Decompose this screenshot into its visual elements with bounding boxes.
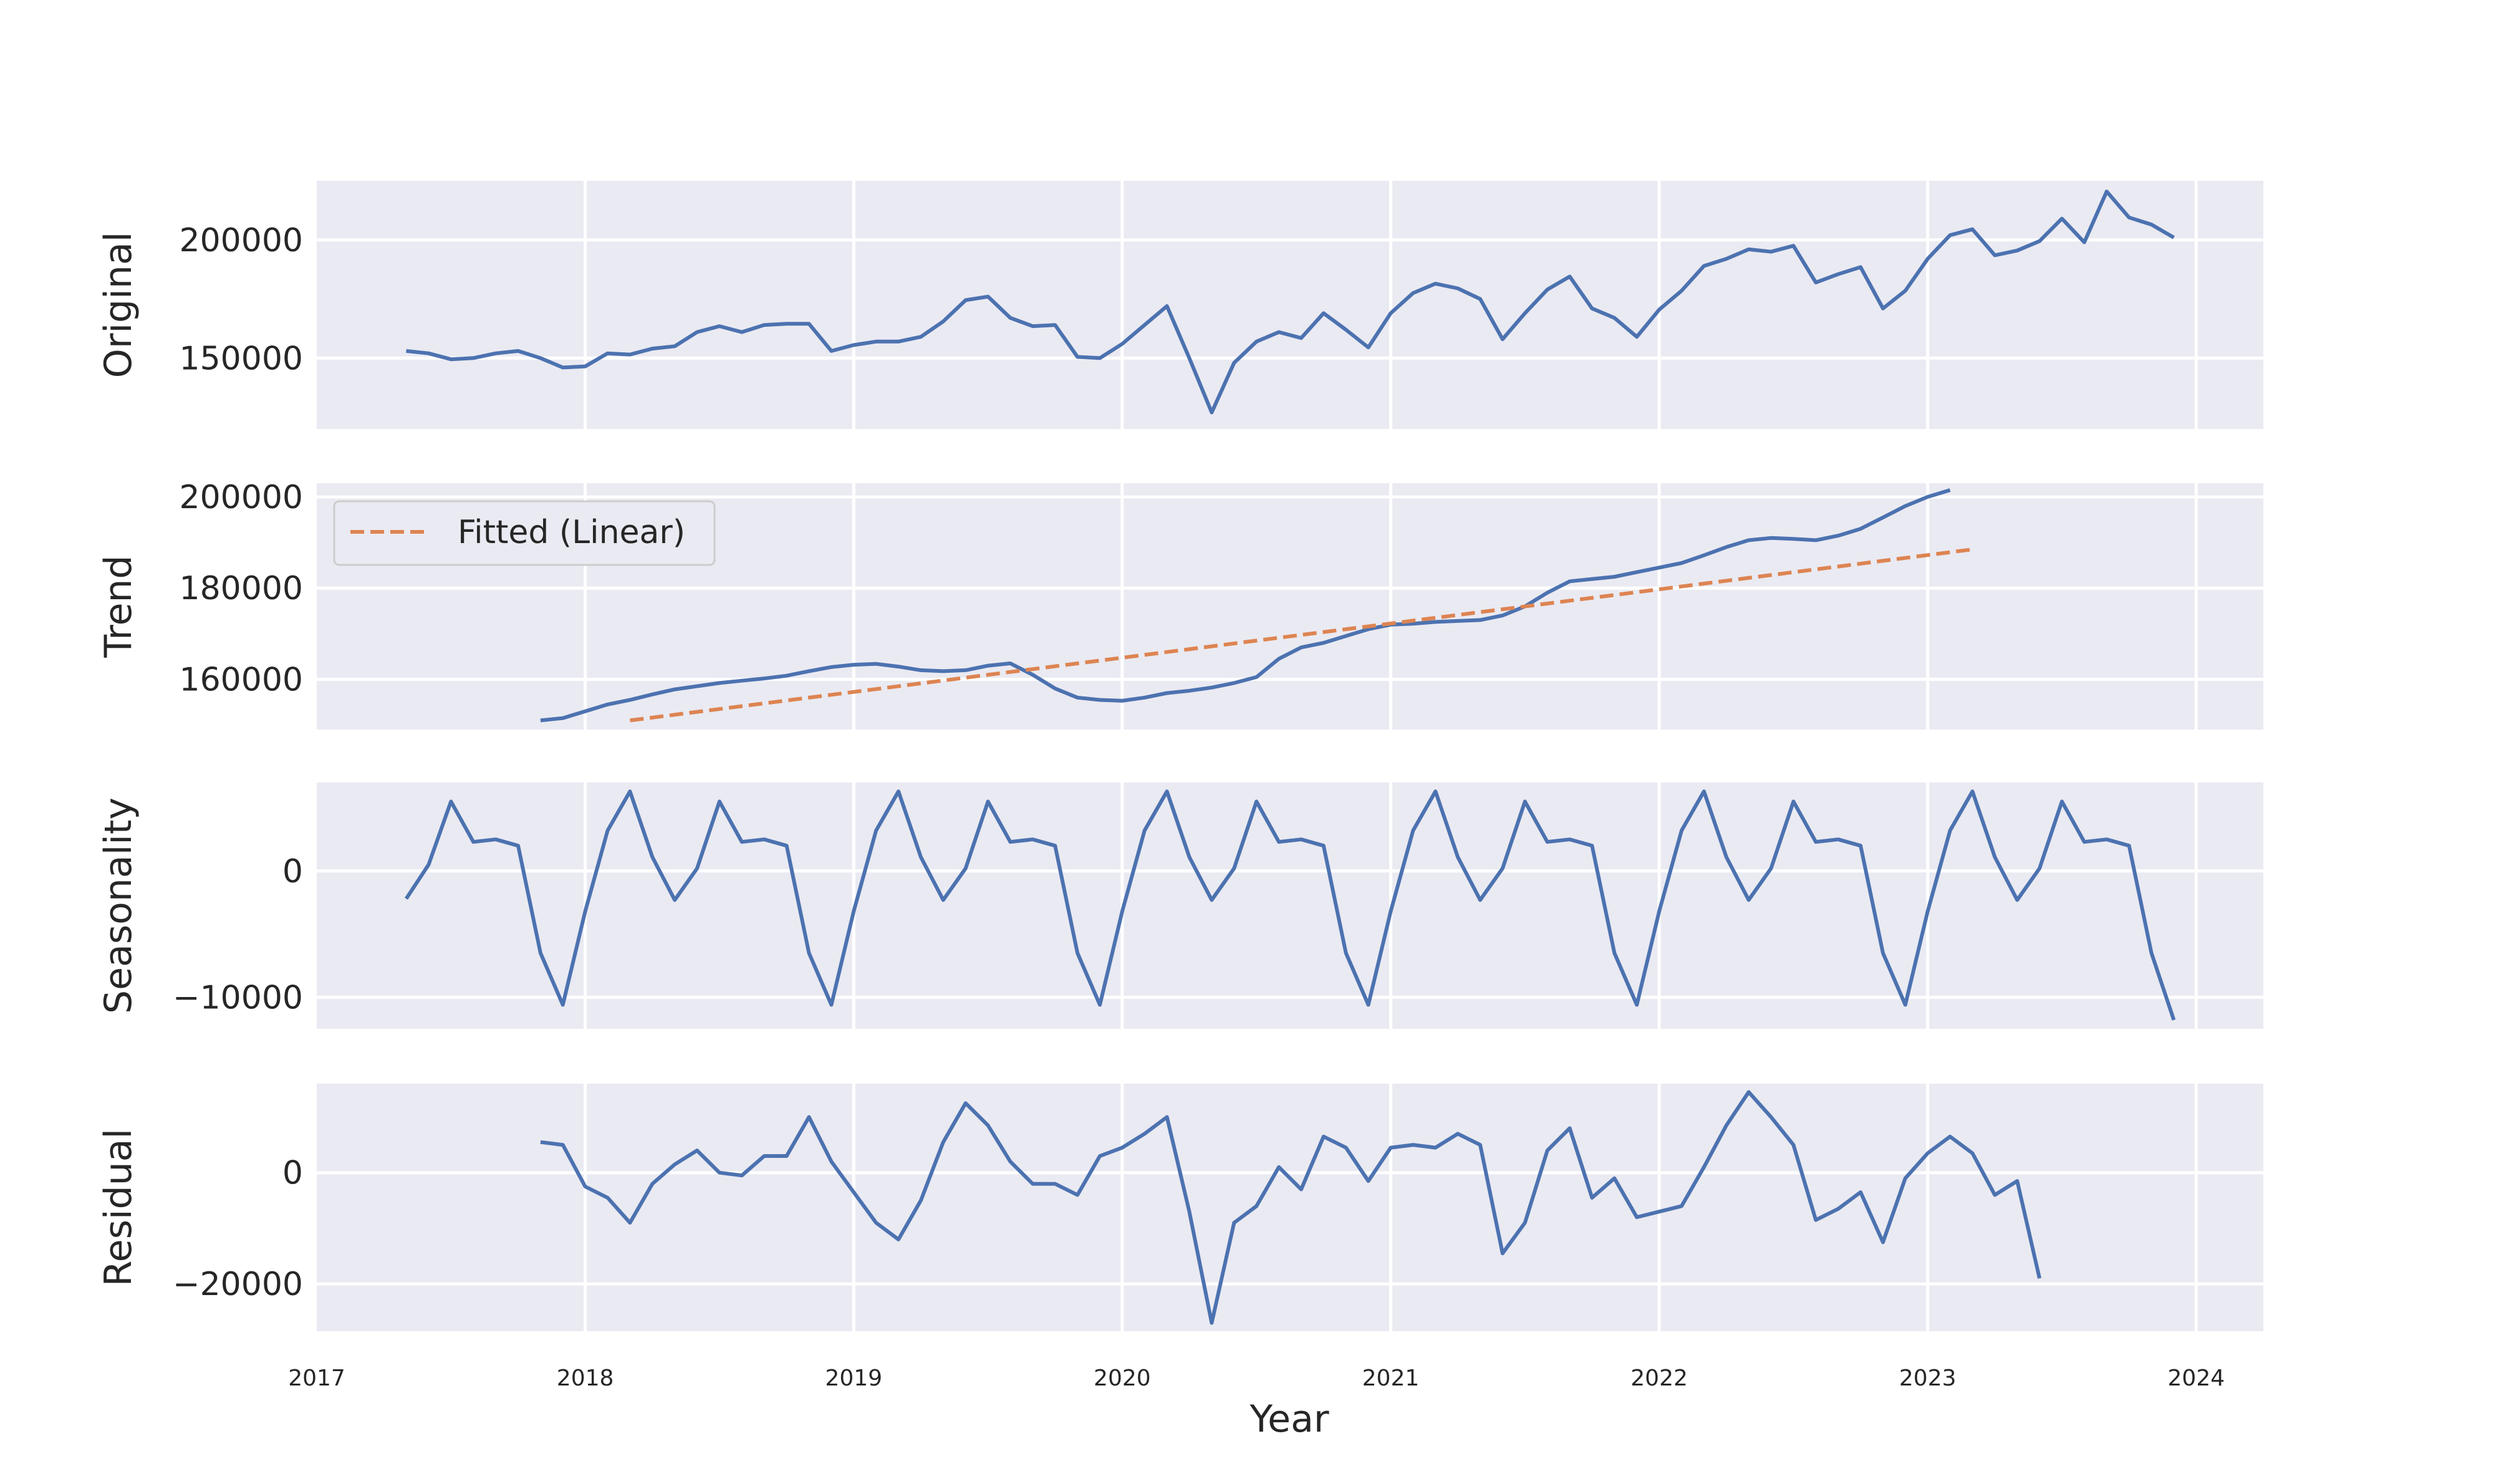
x-tick-label: 2020 (1094, 1366, 1151, 1391)
plot-area (317, 783, 2263, 1029)
legend-box (333, 500, 716, 566)
y-tick-label: 200000 (179, 479, 303, 516)
series-line (540, 488, 1951, 723)
x-axis-label: Year (1249, 1397, 1329, 1441)
x-tick-label: 2022 (1630, 1366, 1688, 1391)
fitted-linear-line (630, 547, 1973, 723)
plot-area (317, 1084, 2263, 1331)
y-tick-label: 200000 (179, 222, 303, 259)
legend-label: Fitted (Linear) (458, 514, 685, 551)
panel-original: 150000 200000 Original (97, 181, 2263, 429)
x-tick-label: 2024 (2168, 1366, 2225, 1391)
panel-trend: 160000 180000 200000 Trend Fitted (Linear) (97, 479, 2263, 730)
panel-residual: −20000 0 Residual 2017 2018 2019 2020 2021 2022 2… (97, 1084, 2263, 1391)
x-tick-label: 2021 (1362, 1366, 1420, 1391)
y-tick-label: 0 (282, 1155, 303, 1192)
x-tick-label: 2019 (825, 1366, 882, 1391)
series-line (406, 190, 2175, 415)
plot-area (317, 181, 2263, 429)
legend: Fitted (Linear) (333, 500, 716, 566)
y-tick-label: −20000 (173, 1266, 303, 1303)
y-axis-label: Original (97, 232, 140, 378)
y-tick-label: 0 (282, 853, 303, 890)
x-tick-label: 2018 (557, 1366, 614, 1391)
y-axis-label: Seasonality (97, 797, 140, 1014)
y-axis-label: Residual (97, 1129, 140, 1286)
y-tick-label: 180000 (179, 570, 303, 607)
y-axis-label: Trend (97, 555, 140, 658)
panels-group: 150000 200000 Original 160000 180000 200000 Tr… (97, 181, 2263, 1391)
y-tick-label: −10000 (173, 979, 303, 1016)
x-tick-label: 2017 (288, 1366, 345, 1391)
y-tick-label: 160000 (179, 662, 303, 699)
series-line (540, 1090, 2042, 1325)
series-line (404, 789, 2176, 1021)
y-tick-label: 150000 (179, 340, 303, 377)
x-tick-label: 2023 (1899, 1366, 1957, 1391)
panel-seasonality: −10000 0 Seasonality (97, 783, 2263, 1029)
